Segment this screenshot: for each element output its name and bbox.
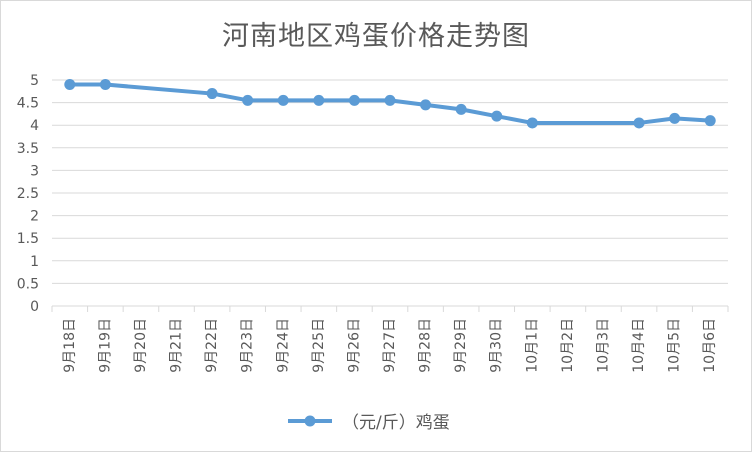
x-tick-label: 9月18日 (62, 318, 78, 373)
x-tick-label: 9月22日 (204, 318, 220, 373)
chart-title: 河南地区鸡蛋价格走势图 (222, 21, 530, 52)
x-tick-label: 9月29日 (453, 318, 469, 373)
data-point (348, 94, 360, 106)
data-point (491, 110, 503, 122)
data-point (242, 94, 254, 106)
x-tick-label: 9月24日 (275, 318, 291, 373)
legend: （元/斤）鸡蛋 (286, 408, 450, 433)
data-point (277, 94, 289, 106)
x-tick-label: 9月28日 (418, 318, 434, 373)
x-tick-label: 9月19日 (97, 318, 113, 373)
x-tick-label: 9月23日 (240, 318, 256, 373)
y-tick-label: 4 (30, 118, 39, 134)
data-point (455, 103, 467, 115)
data-point (633, 117, 645, 129)
data-point (99, 79, 111, 91)
x-tick-label: 9月20日 (133, 318, 149, 373)
y-tick-label: 3 (30, 163, 39, 179)
x-tick-label: 10月2日 (560, 318, 576, 373)
data-point (420, 99, 432, 111)
x-tick-label: 9月21日 (169, 318, 185, 373)
y-tick-label: 3.5 (17, 141, 39, 157)
x-tick-label: 9月25日 (311, 318, 327, 373)
legend-label: （元/斤）鸡蛋 (342, 413, 450, 433)
x-tick-label: 9月30日 (489, 318, 505, 373)
data-point (206, 88, 218, 100)
y-tick-label: 0.5 (17, 276, 39, 292)
data-point (64, 79, 76, 91)
legend-marker (288, 415, 332, 426)
x-tick-label: 9月26日 (346, 318, 362, 373)
y-tick-label: 0 (30, 299, 39, 315)
y-tick-label: 5 (30, 73, 39, 89)
x-tick-label: 10月1日 (524, 318, 540, 373)
y-tick-label: 2 (30, 209, 39, 225)
data-point (704, 115, 716, 127)
x-tick-label: 10月4日 (631, 318, 647, 373)
y-tick-label: 2.5 (17, 186, 39, 202)
y-tick-label: 1 (30, 254, 39, 270)
y-tick-label: 1.5 (17, 231, 39, 247)
data-point (526, 117, 538, 129)
x-tick-label: 9月27日 (382, 318, 398, 373)
x-tick-label: 10月6日 (702, 318, 718, 373)
data-point (384, 94, 396, 106)
data-point (669, 112, 681, 124)
x-tick-label: 10月5日 (667, 318, 683, 373)
x-tick-label: 10月3日 (595, 318, 611, 373)
data-point (313, 94, 325, 106)
y-tick-label: 4.5 (17, 96, 39, 112)
